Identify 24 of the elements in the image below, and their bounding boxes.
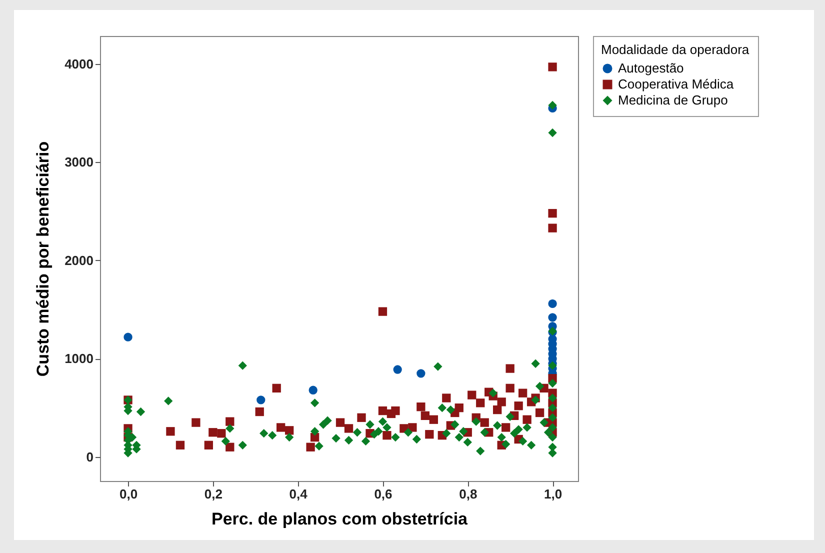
legend-title: Modalidade da operadora bbox=[601, 42, 750, 57]
point bbox=[416, 369, 426, 378]
y-tick-label: 0 bbox=[86, 449, 94, 464]
x-tick-label: 0,2 bbox=[204, 486, 222, 502]
y-axis-title: Custo médio por beneficiário bbox=[34, 141, 53, 377]
legend-label: Autogestão bbox=[618, 60, 684, 76]
point bbox=[393, 365, 402, 374]
point bbox=[548, 299, 557, 308]
x-tick-label: 0,6 bbox=[374, 486, 392, 502]
y-tick-label: 1000 bbox=[64, 351, 94, 366]
legend-label: Medicina de Grupo bbox=[618, 92, 728, 108]
x-tick-label: 0,4 bbox=[289, 486, 308, 502]
point bbox=[308, 386, 318, 394]
x-axis-title: Perc. de planos com obstetrícia bbox=[211, 510, 468, 528]
y-tick-label: 2000 bbox=[64, 252, 94, 268]
point bbox=[256, 396, 266, 404]
x-tick-label: 1,0 bbox=[544, 486, 562, 502]
y-tick-label: 4000 bbox=[64, 56, 94, 72]
x-tick-label: 0,8 bbox=[459, 486, 478, 502]
point bbox=[548, 313, 557, 322]
y-tick-label: 3000 bbox=[64, 154, 94, 170]
point bbox=[124, 332, 132, 342]
legend-label: Cooperativa Médica bbox=[618, 76, 734, 92]
x-tick-label: 0,0 bbox=[119, 486, 138, 502]
